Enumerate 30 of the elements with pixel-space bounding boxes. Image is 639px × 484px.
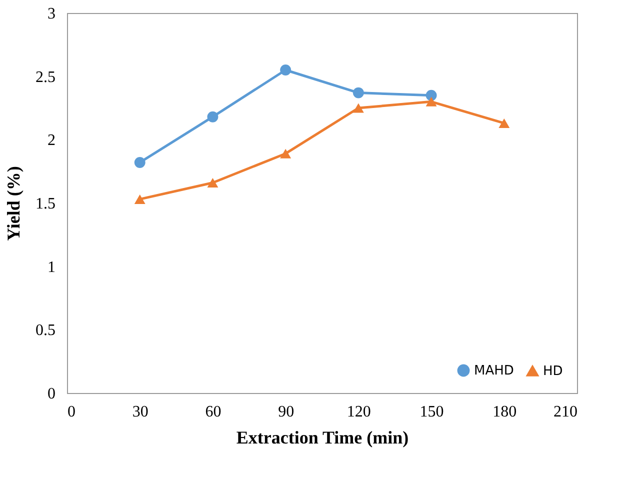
y-tick-label: 0.5 xyxy=(36,322,56,340)
point xyxy=(352,103,364,113)
point xyxy=(426,90,437,101)
y-tick-label: 2 xyxy=(48,132,56,150)
y-tick-label: 0 xyxy=(48,386,56,402)
legend-label: HD xyxy=(543,364,563,379)
y-axis-title: Yield (%) xyxy=(4,166,24,241)
x-tick-label: 90 xyxy=(278,404,294,420)
point xyxy=(280,148,292,158)
y-tick-label: 1.5 xyxy=(36,196,56,212)
point xyxy=(207,178,218,188)
y-tick-label: 2.5 xyxy=(36,68,56,86)
y-tick-label: 1 xyxy=(48,258,56,276)
x-tick-label: 120 xyxy=(346,404,371,420)
point xyxy=(352,87,364,98)
x-tick-label: 150 xyxy=(420,404,444,420)
x-tick-label: 180 xyxy=(492,404,517,420)
x-tick-label: 210 xyxy=(554,404,578,420)
x-tick-label: 30 xyxy=(132,404,148,420)
x-tick-label: 0 xyxy=(68,404,76,420)
point xyxy=(498,118,510,128)
point xyxy=(134,194,146,204)
y-tick-label: 3 xyxy=(48,6,56,22)
legend-label: MAHD xyxy=(474,364,514,379)
point xyxy=(280,64,292,76)
point xyxy=(426,96,437,106)
point xyxy=(207,111,218,122)
point xyxy=(134,157,146,168)
x-axis-title: Extraction Time (min) xyxy=(236,428,409,448)
x-tick-label: 60 xyxy=(205,404,222,420)
